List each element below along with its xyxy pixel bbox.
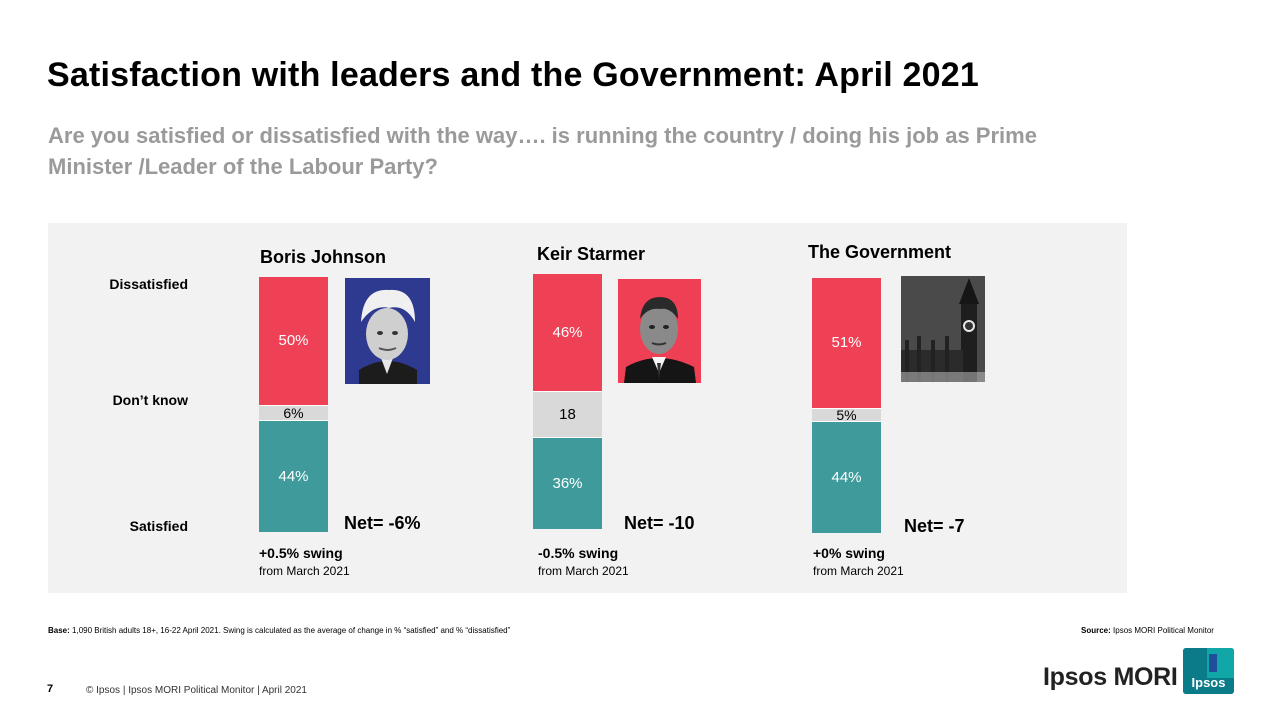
data-label-satisfied-johnson: 44% [278,467,309,485]
slide-title: Satisfaction with leaders and the Govern… [47,56,979,94]
bar-segment-dont-know-johnson: 6% [259,404,328,421]
leader-name-johnson: Boris Johnson [260,247,387,267]
swing-note-starmer: from March 2021 [538,564,629,578]
net-score-government: Net= -7 [904,516,965,536]
copyright-text: © Ipsos | Ipsos MORI Political Monitor |… [86,685,307,696]
bar-segment-satisfied-johnson: 44% [259,419,328,532]
ipsos-logo-text: Ipsos [1191,675,1226,690]
net-score-johnson: Net= -6% [344,513,421,533]
johnson-portrait-image [345,278,430,384]
net-score-starmer: Net= -10 [624,513,695,533]
bar-segment-dont-know-starmer: 18 [533,391,602,438]
base-footnote-text: 1,090 British adults 18+, 16-22 April 20… [72,626,511,635]
bar-segment-satisfied-government: 44% [812,420,881,533]
swing-government: +0% swing [813,545,885,561]
base-footnote-label: Base: [48,626,70,635]
data-label-satisfied-government: 44% [831,468,862,486]
swing-note-johnson: from March 2021 [259,564,350,578]
slide-subtitle: Are you satisfied or dissatisfied with t… [48,123,1037,179]
data-label-dont-know-starmer: 18 [559,406,576,424]
leader-name-government: The Government [808,242,952,262]
bar-segment-dont-know-government: 5% [812,406,881,423]
source-footnote-text: Ipsos MORI Political Monitor [1113,626,1214,635]
data-label-dissatisfied-starmer: 46% [552,323,583,341]
source-footnote-label: Source: [1081,626,1111,635]
starmer-portrait-image [618,279,701,383]
bar-segment-dissatisfied-starmer: 46% [533,274,602,392]
stacked-bar-government: 51% 5% 44% [812,278,881,533]
bar-segment-dissatisfied-johnson: 50% [259,277,328,405]
page-number: 7 [47,683,54,695]
swing-starmer: -0.5% swing [538,545,619,561]
data-label-dont-know-johnson: 6% [283,404,304,421]
row-label-dont-know: Don’t know [112,392,188,408]
bar-segment-satisfied-starmer: 36% [533,437,602,529]
row-label-satisfied: Satisfied [129,518,188,534]
row-label-dissatisfied: Dissatisfied [109,276,188,292]
swing-johnson: +0.5% swing [259,545,343,561]
stacked-bar-starmer: 46% 18 36% [533,274,602,529]
leader-name-starmer: Keir Starmer [537,244,646,264]
data-label-dissatisfied-johnson: 50% [278,331,309,349]
data-label-satisfied-starmer: 36% [552,475,583,493]
brand-wordmark: Ipsos MORI [1043,663,1178,691]
source-footnote: Source: Ipsos MORI Political Monitor [1081,626,1214,635]
parliament-image [901,276,985,382]
data-label-dissatisfied-government: 51% [831,334,862,352]
swing-note-government: from March 2021 [813,564,904,578]
stacked-bar-johnson: 50% 6% 44% [259,277,328,532]
data-label-dont-know-government: 5% [836,406,857,423]
bar-segment-dissatisfied-government: 51% [812,278,881,409]
ipsos-logo: Ipsos [1183,648,1234,694]
base-footnote: Base: 1,090 British adults 18+, 16-22 Ap… [48,626,510,635]
